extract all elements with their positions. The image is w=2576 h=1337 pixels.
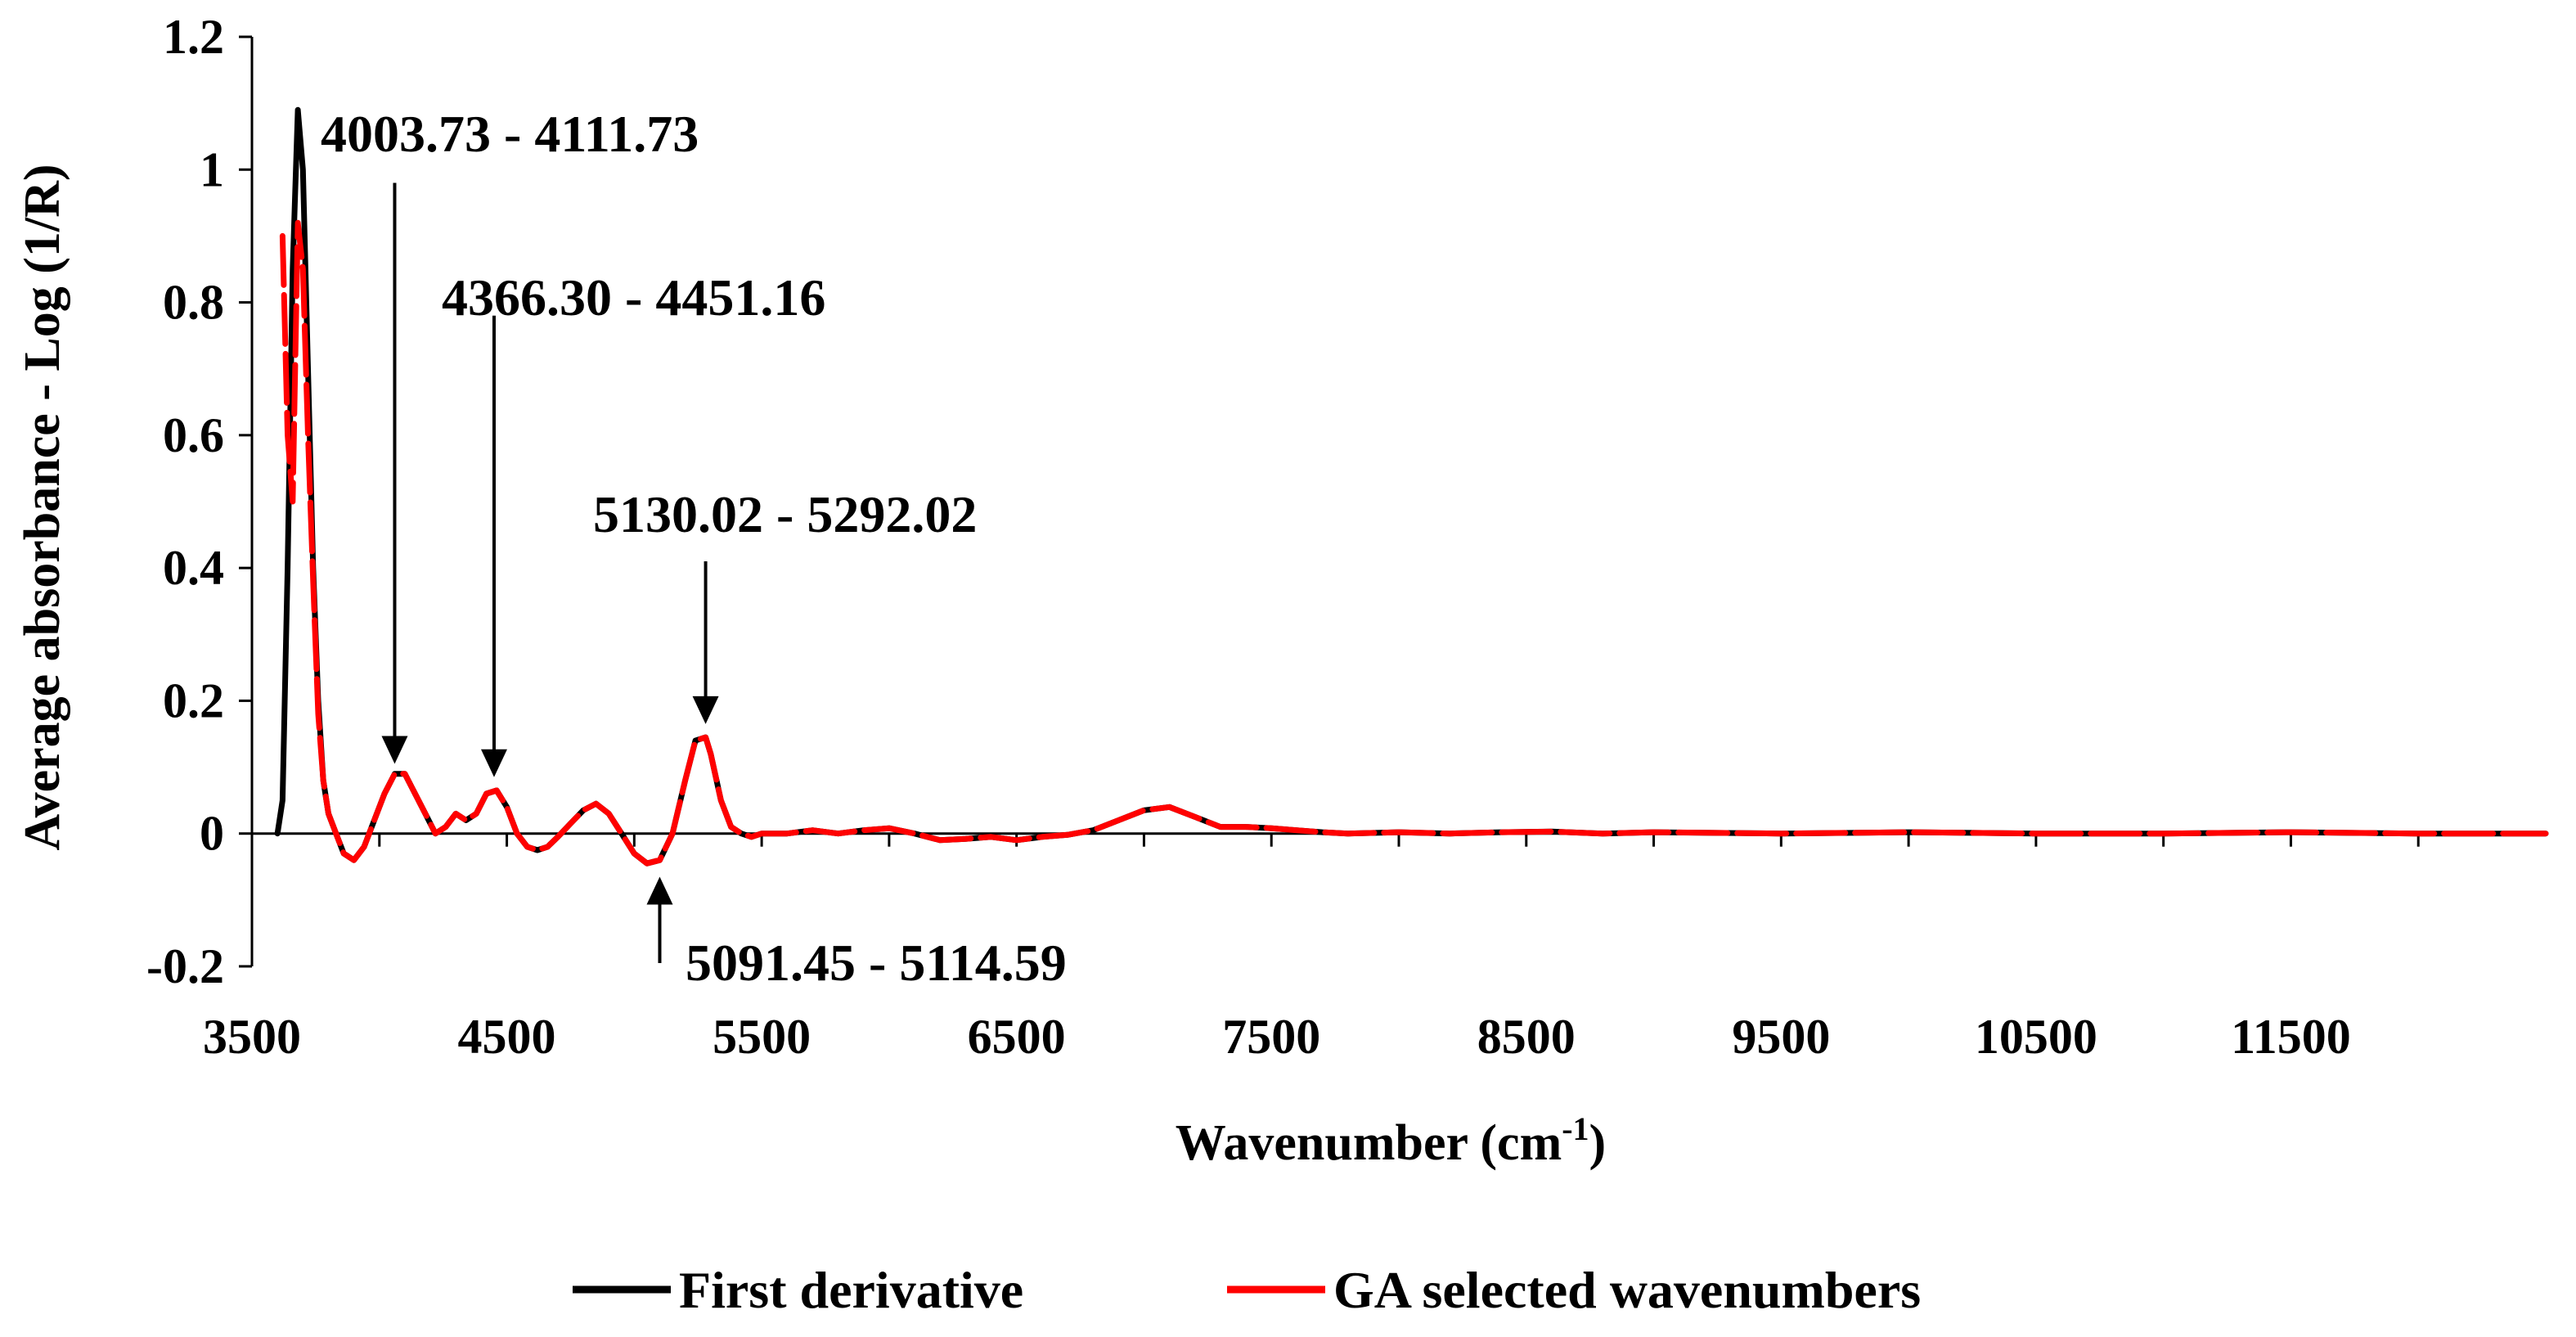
annotations: 4003.73 - 4111.73 4366.30 - 4451.16 5130.0…: [321, 105, 1067, 992]
annotation-label: 4366.30 - 4451.16: [442, 268, 825, 326]
series-line-ga-selected: [279, 219, 2549, 867]
legend: First derivative GA selected wavenumbers: [573, 1261, 1921, 1319]
x-tick-label: 3500: [203, 1010, 301, 1064]
x-tick-label: 7500: [1222, 1010, 1320, 1064]
y-axis-title: Average absorbance - Log (1/R): [15, 164, 70, 850]
annotation-arrow-head: [646, 876, 673, 905]
y-tick-label: 1.2: [163, 10, 224, 64]
x-axis-ticks: 3500 4500 5500 6500 7500 8500 9500 10500 11500: [203, 833, 2420, 1064]
annotation-label: 4003.73 - 4111.73: [321, 105, 699, 163]
x-tick-label: 5500: [713, 1010, 811, 1064]
y-tick-label: 0.8: [163, 276, 224, 330]
x-tick-label: 4500: [458, 1010, 556, 1064]
x-axis-title-end: ): [1589, 1115, 1607, 1171]
x-tick-label: 6500: [968, 1010, 1066, 1064]
y-tick-label: 1: [200, 142, 224, 196]
x-tick-label: 11500: [2231, 1010, 2351, 1064]
annotation-arrow-head: [480, 749, 507, 777]
x-tick-label: 9500: [1732, 1010, 1830, 1064]
series-layer: [274, 106, 2549, 867]
y-tick-label: 0: [200, 807, 224, 861]
x-tick-label: 10500: [1975, 1010, 2097, 1064]
y-tick-label: 0.2: [163, 673, 224, 727]
x-axis-title-main: Wavenumber (cm: [1176, 1115, 1562, 1171]
y-tick-label: 0.4: [163, 541, 224, 595]
x-axis-title-sup: -1: [1562, 1110, 1589, 1147]
x-tick-label: 8500: [1477, 1010, 1576, 1064]
y-axis-ticks: -0.2 0 0.2 0.4 0.6 0.8 1 1.2: [146, 10, 252, 993]
annotation-arrow-head: [381, 736, 408, 764]
legend-label-first-derivative: First derivative: [679, 1261, 1023, 1319]
annotation-label: 5091.45 - 5114.59: [686, 934, 1067, 992]
y-tick-label: -0.2: [146, 939, 224, 993]
annotation-label: 5130.02 - 5292.02: [593, 485, 977, 543]
legend-label-ga-selected: GA selected wavenumbers: [1333, 1261, 1921, 1319]
annotation-arrow-head: [692, 696, 719, 724]
x-axis-title: Wavenumber (cm-1): [1176, 1110, 1606, 1171]
y-tick-label: 0.6: [163, 408, 224, 462]
